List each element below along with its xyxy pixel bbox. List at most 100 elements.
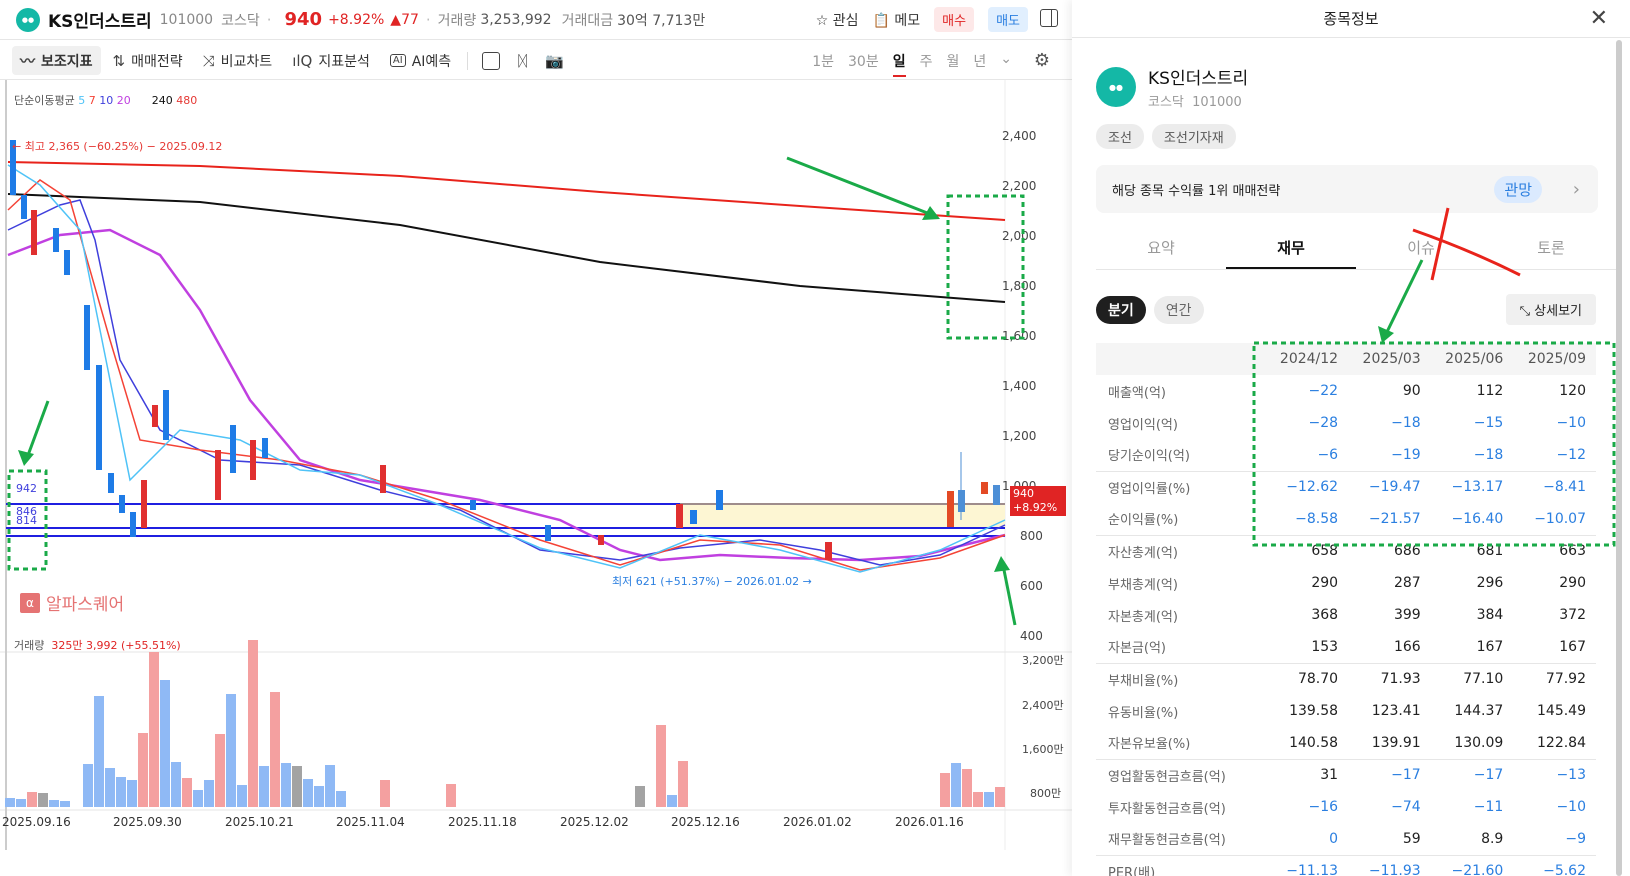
scrollbar[interactable] — [1616, 40, 1622, 876]
cell-value: 144.37 — [1454, 703, 1504, 719]
x-tick: 2026.01.16 — [895, 815, 964, 829]
vol-tick: 2,400만 — [1022, 699, 1064, 712]
level-942: 942 — [16, 482, 37, 495]
y-tick: 1,600 — [1002, 329, 1037, 343]
table-row: 투자활동현금흐름(억) −16 −74 −11 −10 — [1096, 791, 1596, 823]
watch-button[interactable]: ☆ 관심 — [815, 12, 859, 29]
close-icon[interactable]: ✕ — [1589, 6, 1608, 31]
period-30m[interactable]: 30분 — [848, 54, 879, 70]
volume-label: 거래량 — [437, 12, 477, 29]
period-month[interactable]: 월 — [946, 54, 960, 70]
row-label: 영업이익률(%) — [1096, 470, 1266, 503]
indicator-icon: 〰 — [20, 52, 36, 70]
chevron-down-icon[interactable]: ⌄ — [1000, 51, 1012, 67]
cell-value: 658 — [1265, 534, 1349, 567]
x-tick: 2025.12.02 — [560, 815, 629, 829]
current-price: 940 — [284, 9, 323, 30]
company-info: ●● KS인더스트리 코스닥 101000 — [1096, 64, 1248, 110]
chart-area: ●● KS인더스트리 101000 코스닥 · 940 +8.92% ▲77 ·… — [0, 0, 1072, 876]
tag-chip[interactable]: 조선기자재 — [1151, 124, 1236, 149]
company-market-code: 코스닥 101000 — [1148, 95, 1242, 110]
ma-legend: 단순이동평균 5 7 10 20 240 480 — [14, 94, 198, 107]
cell-value: 368 — [1311, 607, 1339, 623]
tab-issues[interactable]: 이슈 — [1407, 239, 1435, 257]
period-1m[interactable]: 1분 — [812, 54, 834, 70]
tool-ai[interactable]: AI AI예측 — [382, 47, 459, 75]
analysis-icon: ılQ — [292, 51, 313, 70]
cell-value: −18 — [1473, 446, 1504, 463]
cell-value: 78.70 — [1265, 662, 1349, 695]
toggle-quarterly[interactable]: 분기 — [1096, 296, 1146, 324]
tool-indicator[interactable]: 〰 보조지표 — [12, 46, 101, 75]
period-year[interactable]: 년 — [973, 54, 987, 70]
tool-strategy[interactable]: ⇅ 매매전략 — [112, 51, 183, 70]
info-tabs: 요약 재무 이슈 토론 — [1096, 228, 1616, 270]
cell-value: −5.62 — [1513, 854, 1596, 876]
table-row: 재무활동현금흐름(억) 0 59 8.9 −9 — [1096, 823, 1596, 855]
cell-value: 71.93 — [1348, 662, 1431, 695]
amount-value: 30억 7,713만 — [617, 12, 706, 29]
candle-type-icon[interactable]: ᛞ — [518, 51, 528, 70]
stock-header: ●● KS인더스트리 101000 코스닥 · 940 +8.92% ▲77 ·… — [0, 0, 1072, 40]
camera-icon[interactable]: 📷 — [545, 51, 564, 70]
detail-view-button[interactable]: ⤡ 상세보기 — [1505, 294, 1596, 325]
cell-value: 167 — [1476, 638, 1504, 655]
tab-financials[interactable]: 재무 — [1226, 228, 1356, 269]
clipboard-icon: 📋 — [872, 12, 890, 29]
cell-value: −13.17 — [1430, 470, 1514, 503]
row-label: 영업이익(억) — [1108, 417, 1178, 433]
expand-icon: ⤡ — [1519, 304, 1531, 319]
cell-value: −6 — [1317, 446, 1339, 463]
top-strategy-banner[interactable]: 해당 종목 수익률 1위 매매전략 관망 › — [1096, 165, 1598, 213]
period-day[interactable]: 일 — [892, 51, 906, 77]
cell-value: −9 — [1565, 830, 1586, 847]
vol-tick: 3,200만 — [1022, 654, 1064, 667]
cell-value: −10.07 — [1534, 510, 1586, 527]
high-annotation: ← 최고 2,365 (−60.25%) − 2025.09.12 — [12, 140, 223, 153]
tab-discussion[interactable]: 토론 — [1537, 239, 1565, 257]
cell-value: 130.09 — [1454, 734, 1504, 751]
cell-value: −19.47 — [1348, 470, 1431, 503]
chart-toolbar: 〰 보조지표 ⇅ 매매전략 ⤨ 비교차트 ılQ 지표분석 AI AI예측 ᛞ 📷 — [0, 42, 1072, 80]
y-tick: 2,200 — [1002, 179, 1037, 193]
tab-summary[interactable]: 요약 — [1147, 239, 1175, 257]
sell-button[interactable]: 매도 — [988, 7, 1028, 32]
draw-box-icon[interactable] — [482, 51, 501, 70]
tool-analysis[interactable]: ılQ 지표분석 — [292, 51, 370, 70]
tag-chip[interactable]: 조선 — [1096, 124, 1144, 149]
cell-value: −11.13 — [1265, 854, 1349, 876]
panel-toggle-icon[interactable] — [1040, 9, 1058, 27]
cell-value: −21.60 — [1430, 854, 1514, 876]
table-row: 영업활동현금흐름(억) 31 −17 −17 −13 — [1096, 758, 1596, 791]
table-row: PER(배) −11.13 −11.93 −21.60 −5.62 — [1096, 854, 1596, 876]
y-tick: 2,000 — [1002, 229, 1037, 243]
cell-value: 399 — [1393, 607, 1421, 623]
table-row: 영업이익률(%) −12.62 −19.47 −13.17 −8.41 — [1096, 470, 1596, 503]
cell-value: 287 — [1393, 575, 1421, 591]
cell-value: −8.41 — [1513, 470, 1596, 503]
row-label: 부채비율(%) — [1096, 662, 1266, 695]
volume-value: 3,253,992 — [480, 11, 552, 28]
x-tick: 2025.09.16 — [2, 815, 71, 829]
x-tick: 2026.01.02 — [783, 815, 852, 829]
buy-button[interactable]: 매수 — [934, 7, 975, 32]
x-tick: 2025.10.21 — [225, 815, 294, 829]
y-tick: 1,400 — [1002, 379, 1037, 393]
cell-value: 122.84 — [1537, 734, 1586, 751]
level-814: 814 — [16, 514, 37, 527]
cell-value: −10 — [1556, 415, 1586, 431]
cell-value: 681 — [1430, 534, 1514, 567]
y-tick: 800 — [1020, 529, 1043, 543]
x-tick: 2025.11.18 — [448, 815, 517, 829]
cell-value: −10 — [1556, 799, 1586, 815]
period-toggle: 분기 연간 — [1096, 296, 1204, 324]
candlestick-chart[interactable] — [0, 80, 1072, 876]
company-logo-icon: ●● — [16, 7, 40, 32]
cell-value: −19 — [1391, 446, 1421, 463]
memo-button[interactable]: 📋 메모 — [872, 12, 921, 29]
cell-value: −16.40 — [1451, 510, 1504, 527]
period-week[interactable]: 주 — [919, 54, 933, 70]
gear-icon[interactable]: ⚙ — [1033, 50, 1050, 71]
toggle-annual[interactable]: 연간 — [1153, 296, 1204, 324]
tool-compare[interactable]: ⤨ 비교차트 — [202, 51, 273, 70]
